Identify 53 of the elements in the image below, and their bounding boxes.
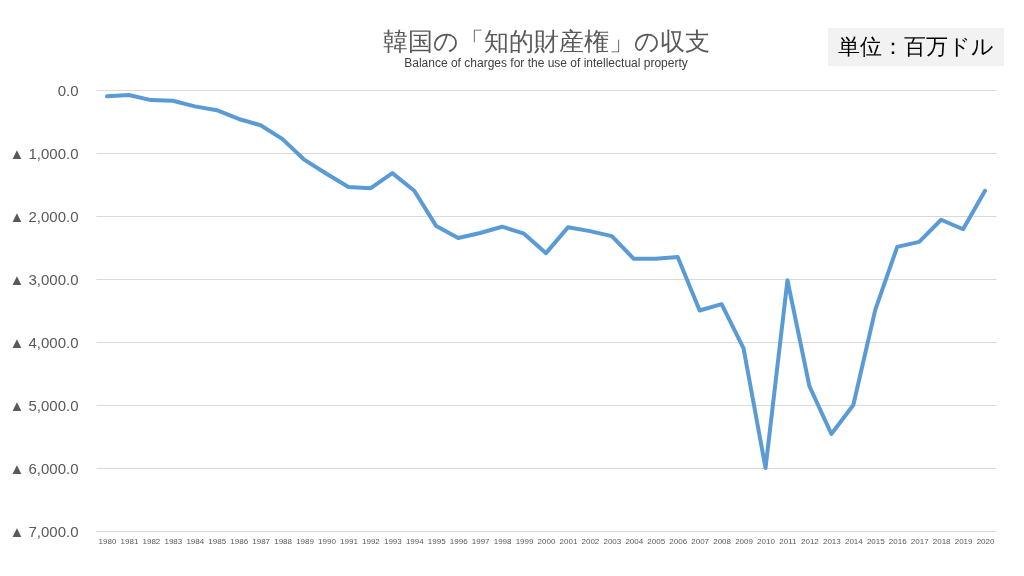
x-tick-label: 1980: [98, 536, 117, 546]
x-tick-label: 1991: [340, 536, 359, 546]
x-tick-label: 1996: [449, 536, 469, 546]
y-tick-label: ▲ 1,000.0: [9, 144, 79, 162]
x-tick-label: 2016: [888, 536, 908, 546]
x-tick-label: 2003: [603, 536, 622, 546]
text: 単位：百万ドル: [828, 28, 1004, 66]
x-tick-label: 1992: [361, 536, 381, 546]
x-tick-label: 1985: [208, 536, 227, 546]
x-tick-label: 1986: [230, 536, 249, 546]
x-tick-label: 1987: [252, 536, 271, 546]
x-tick-label: 2020: [976, 536, 995, 546]
x-tick-label: 2018: [932, 536, 952, 546]
x-tick-label: 1998: [493, 536, 513, 546]
x-tick-label: 1993: [383, 536, 403, 546]
chart-subtitle: Balance of charges for the use of intellectual property: [404, 56, 688, 70]
x-tick-label: 2007: [691, 536, 710, 546]
x-tick-label: 2017: [910, 536, 930, 546]
x-tick-label: 2008: [713, 536, 732, 546]
x-tick-label: 2012: [801, 536, 820, 546]
x-tick-label: 2011: [779, 536, 798, 546]
x-tick-label: 1984: [186, 536, 205, 546]
x-tick-label: 2014: [844, 536, 864, 546]
line-series: [104, 93, 988, 470]
x-tick-label: 2013: [822, 536, 842, 546]
x-tick-label: 1989: [296, 536, 315, 546]
y-tick-label: ▲ 2,000.0: [9, 207, 79, 225]
x-tick-label: 2019: [954, 536, 974, 546]
x-tick-label: 2002: [581, 536, 600, 546]
x-tick-label: 1997: [471, 536, 491, 546]
x-tick-label: 1999: [515, 536, 534, 546]
x-tick-label: 2009: [735, 536, 754, 546]
y-tick-label: 0.0: [57, 81, 79, 99]
chart-title: 韓国の「知的財産権」の収支: [382, 27, 710, 56]
x-tick-label: 1994: [405, 536, 425, 546]
x-tick-label: 2010: [757, 536, 776, 546]
x-tick-label: 1988: [274, 536, 293, 546]
x-tick-label: 2006: [669, 536, 688, 546]
x-tick-label: 1982: [142, 536, 161, 546]
y-tick-label: ▲ 7,000.0: [9, 522, 79, 540]
y-tick-label: ▲ 5,000.0: [9, 396, 79, 414]
y-tick-label: ▲ 4,000.0: [9, 333, 79, 351]
x-tick-label: 2001: [559, 536, 578, 546]
y-tick-label: ▲ 6,000.0: [9, 459, 79, 477]
x-tick-label: 1990: [318, 536, 337, 546]
y-tick-label: ▲ 3,000.0: [9, 270, 79, 288]
x-tick-label: 1983: [164, 536, 183, 546]
x-tick-label: 2015: [866, 536, 886, 546]
x-tick-label: 2000: [537, 536, 556, 546]
x-tick-label: 1981: [120, 536, 139, 546]
x-tick-label: 2005: [647, 536, 666, 546]
x-tick-label: 1995: [427, 536, 447, 546]
x-tick-label: 2004: [625, 536, 644, 546]
